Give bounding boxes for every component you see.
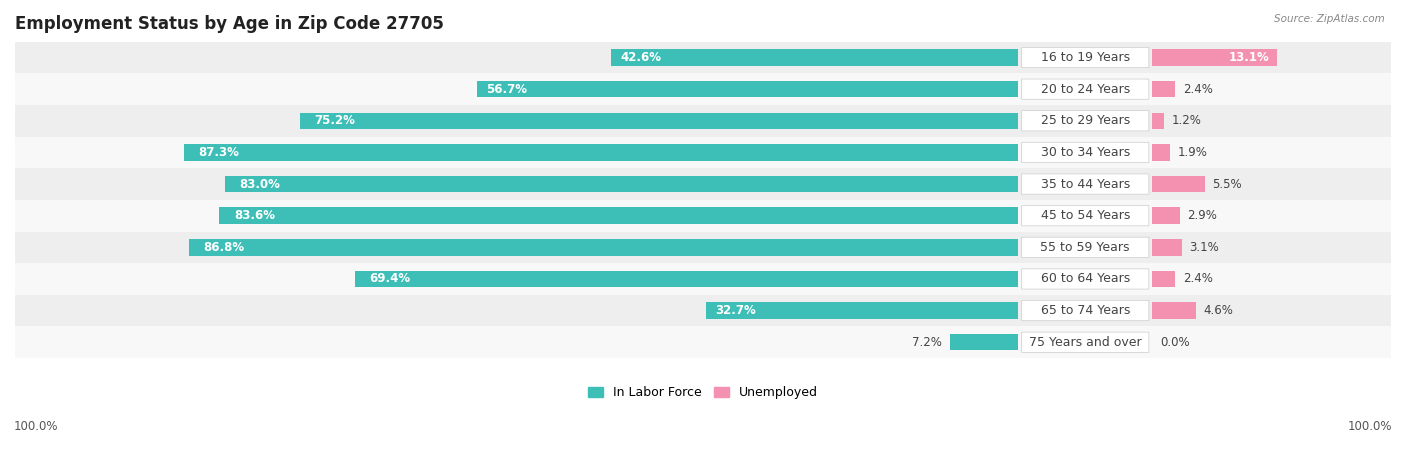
FancyBboxPatch shape <box>1022 206 1149 226</box>
Text: 2.9%: 2.9% <box>1188 209 1218 222</box>
Bar <box>356 271 1018 287</box>
Text: 1.2%: 1.2% <box>1171 114 1201 127</box>
FancyBboxPatch shape <box>1022 79 1149 99</box>
FancyBboxPatch shape <box>1022 143 1149 162</box>
Bar <box>15 41 1391 74</box>
FancyBboxPatch shape <box>1022 47 1149 68</box>
FancyBboxPatch shape <box>1022 332 1149 352</box>
Bar <box>1152 271 1175 287</box>
Text: 100.0%: 100.0% <box>1347 420 1392 433</box>
Text: 0.0%: 0.0% <box>1160 336 1189 349</box>
Bar <box>1152 176 1205 192</box>
FancyBboxPatch shape <box>1022 110 1149 131</box>
Text: 1.9%: 1.9% <box>1178 146 1208 159</box>
Text: 75.2%: 75.2% <box>314 114 354 127</box>
Text: 25 to 29 Years: 25 to 29 Years <box>1040 114 1130 127</box>
Bar <box>225 176 1018 192</box>
Text: 65 to 74 Years: 65 to 74 Years <box>1040 304 1130 317</box>
FancyBboxPatch shape <box>1022 300 1149 321</box>
Text: 2.4%: 2.4% <box>1182 83 1212 96</box>
Text: 35 to 44 Years: 35 to 44 Years <box>1040 178 1130 191</box>
Bar <box>612 49 1018 66</box>
Bar <box>15 168 1391 200</box>
Text: 75 Years and over: 75 Years and over <box>1029 336 1142 349</box>
Text: 30 to 34 Years: 30 to 34 Years <box>1040 146 1130 159</box>
Text: Employment Status by Age in Zip Code 27705: Employment Status by Age in Zip Code 277… <box>15 15 444 33</box>
Bar <box>477 81 1018 97</box>
Bar <box>1152 81 1175 97</box>
Bar <box>1152 302 1197 319</box>
Bar <box>1152 144 1170 161</box>
Text: 83.0%: 83.0% <box>239 178 280 191</box>
Bar <box>15 263 1391 295</box>
FancyBboxPatch shape <box>1022 174 1149 194</box>
Bar <box>15 295 1391 327</box>
Text: 13.1%: 13.1% <box>1229 51 1270 64</box>
Text: 83.6%: 83.6% <box>233 209 274 222</box>
Bar <box>188 239 1018 256</box>
Text: 86.8%: 86.8% <box>204 241 245 254</box>
Text: 45 to 54 Years: 45 to 54 Years <box>1040 209 1130 222</box>
Text: 2.4%: 2.4% <box>1182 272 1212 285</box>
Bar <box>219 207 1018 224</box>
Text: 87.3%: 87.3% <box>198 146 239 159</box>
Text: 3.1%: 3.1% <box>1189 241 1219 254</box>
Bar <box>184 144 1018 161</box>
Text: 7.2%: 7.2% <box>912 336 942 349</box>
Text: 56.7%: 56.7% <box>486 83 527 96</box>
Text: Source: ZipAtlas.com: Source: ZipAtlas.com <box>1274 14 1385 23</box>
Legend: In Labor Force, Unemployed: In Labor Force, Unemployed <box>583 382 823 405</box>
Bar <box>15 231 1391 263</box>
Bar <box>15 74 1391 105</box>
Text: 4.6%: 4.6% <box>1204 304 1233 317</box>
FancyBboxPatch shape <box>1022 269 1149 289</box>
Bar <box>15 105 1391 137</box>
Text: 60 to 64 Years: 60 to 64 Years <box>1040 272 1130 285</box>
Text: 32.7%: 32.7% <box>716 304 756 317</box>
Text: 5.5%: 5.5% <box>1212 178 1241 191</box>
Text: 42.6%: 42.6% <box>621 51 662 64</box>
Text: 20 to 24 Years: 20 to 24 Years <box>1040 83 1130 96</box>
Bar <box>299 113 1018 129</box>
Text: 69.4%: 69.4% <box>370 272 411 285</box>
Bar <box>706 302 1018 319</box>
Bar <box>1152 239 1181 256</box>
Text: 100.0%: 100.0% <box>14 420 59 433</box>
Bar <box>1152 49 1277 66</box>
Bar <box>1152 113 1164 129</box>
Text: 16 to 19 Years: 16 to 19 Years <box>1040 51 1130 64</box>
Bar <box>15 200 1391 231</box>
Bar <box>1152 207 1180 224</box>
FancyBboxPatch shape <box>1022 237 1149 258</box>
Bar <box>15 327 1391 358</box>
Text: 55 to 59 Years: 55 to 59 Years <box>1040 241 1130 254</box>
Bar <box>15 137 1391 168</box>
Bar <box>949 334 1018 350</box>
